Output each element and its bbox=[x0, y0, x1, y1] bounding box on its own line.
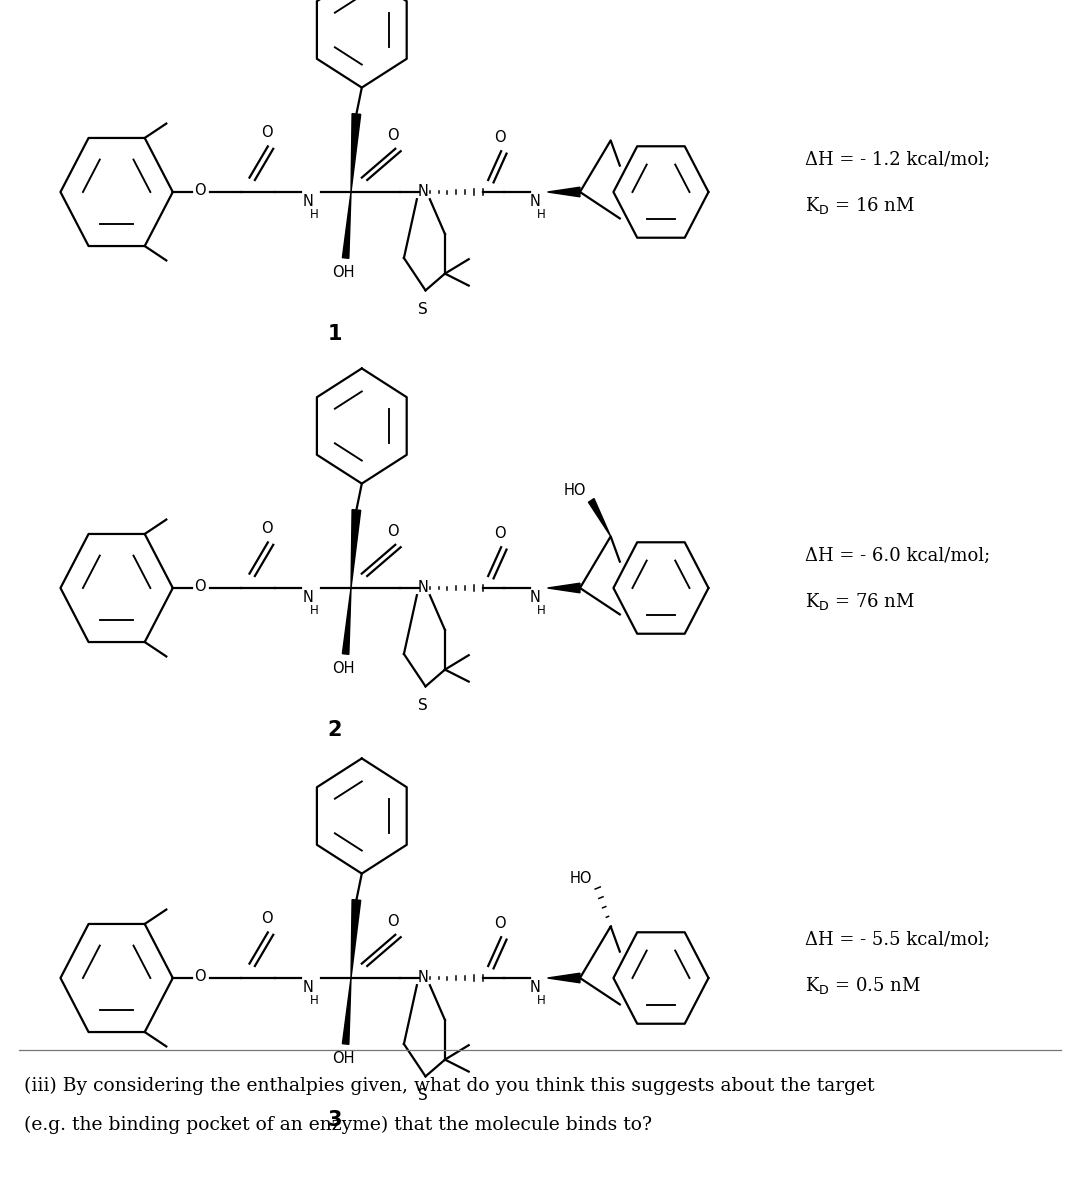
Text: H: H bbox=[310, 208, 319, 221]
Polygon shape bbox=[548, 583, 580, 593]
Text: H: H bbox=[310, 604, 319, 617]
Polygon shape bbox=[342, 588, 351, 654]
Text: O: O bbox=[388, 523, 399, 539]
Polygon shape bbox=[342, 978, 351, 1044]
Text: S: S bbox=[418, 302, 429, 317]
Text: H: H bbox=[310, 994, 319, 1007]
Text: 3: 3 bbox=[327, 1110, 342, 1130]
Text: 1: 1 bbox=[327, 324, 342, 344]
Text: HO: HO bbox=[564, 482, 585, 498]
Polygon shape bbox=[589, 498, 610, 536]
Text: O: O bbox=[495, 526, 505, 541]
Text: N: N bbox=[418, 185, 429, 199]
Text: N: N bbox=[529, 980, 540, 996]
Text: H: H bbox=[537, 208, 545, 221]
Polygon shape bbox=[342, 192, 351, 258]
Text: O: O bbox=[261, 521, 272, 536]
Text: N: N bbox=[529, 590, 540, 605]
Text: K$_\mathrm{D}$ = 0.5 nM: K$_\mathrm{D}$ = 0.5 nM bbox=[805, 974, 920, 996]
Text: N: N bbox=[418, 971, 429, 985]
Text: S: S bbox=[418, 698, 429, 713]
Text: O: O bbox=[388, 127, 399, 143]
Text: N: N bbox=[302, 590, 313, 605]
Text: N: N bbox=[302, 980, 313, 996]
Polygon shape bbox=[548, 973, 580, 983]
Text: HO: HO bbox=[570, 871, 592, 886]
Polygon shape bbox=[351, 510, 361, 588]
Text: K$_\mathrm{D}$ = 76 nM: K$_\mathrm{D}$ = 76 nM bbox=[805, 590, 915, 612]
Text: O: O bbox=[495, 917, 505, 931]
Text: 2: 2 bbox=[327, 720, 342, 740]
Text: (iii) By considering the enthalpies given, what do you think this suggests about: (iii) By considering the enthalpies give… bbox=[24, 1076, 875, 1094]
Text: O: O bbox=[495, 130, 505, 145]
Text: O: O bbox=[194, 184, 205, 198]
Text: K$_\mathrm{D}$ = 16 nM: K$_\mathrm{D}$ = 16 nM bbox=[805, 194, 915, 216]
Text: N: N bbox=[302, 194, 313, 209]
Text: N: N bbox=[418, 581, 429, 595]
Text: ΔH = - 1.2 kcal/mol;: ΔH = - 1.2 kcal/mol; bbox=[805, 150, 989, 168]
Text: OH: OH bbox=[333, 1051, 354, 1066]
Text: H: H bbox=[537, 604, 545, 617]
Text: O: O bbox=[194, 970, 205, 984]
Text: S: S bbox=[418, 1088, 429, 1104]
Text: OH: OH bbox=[333, 661, 354, 676]
Text: ΔH = - 6.0 kcal/mol;: ΔH = - 6.0 kcal/mol; bbox=[805, 546, 990, 564]
Text: ΔH = - 5.5 kcal/mol;: ΔH = - 5.5 kcal/mol; bbox=[805, 931, 989, 948]
Polygon shape bbox=[548, 187, 580, 197]
Text: O: O bbox=[388, 914, 399, 929]
Text: O: O bbox=[194, 580, 205, 594]
Polygon shape bbox=[351, 900, 361, 978]
Text: N: N bbox=[529, 194, 540, 209]
Text: (e.g. the binding pocket of an enzyme) that the molecule binds to?: (e.g. the binding pocket of an enzyme) t… bbox=[24, 1116, 651, 1134]
Text: O: O bbox=[261, 126, 272, 140]
Text: O: O bbox=[261, 912, 272, 926]
Text: H: H bbox=[537, 994, 545, 1007]
Text: OH: OH bbox=[333, 265, 354, 281]
Polygon shape bbox=[351, 114, 361, 192]
